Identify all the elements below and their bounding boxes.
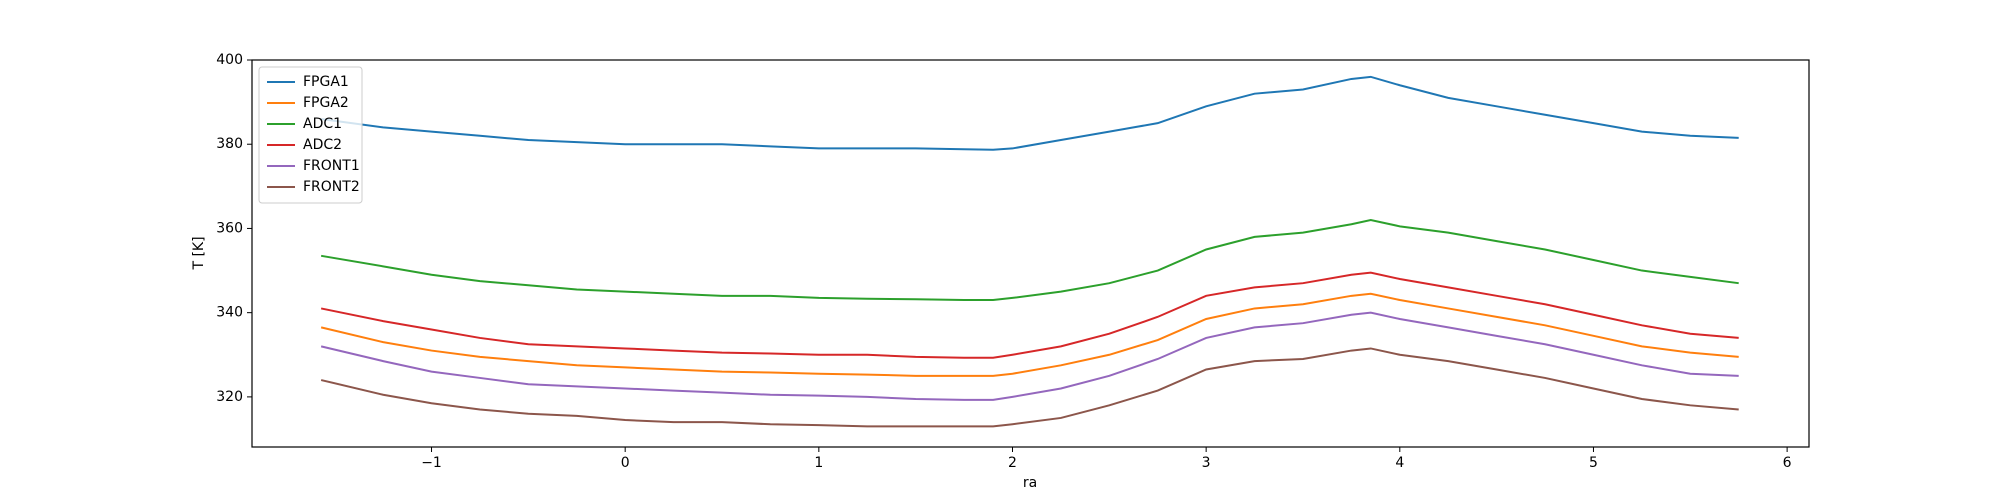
legend-label: ADC1 [303, 116, 342, 132]
legend-label: FRONT2 [303, 179, 360, 195]
y-tick-label: 400 [216, 52, 243, 68]
data-line [321, 75, 1739, 151]
data-line [320, 271, 1739, 359]
y-tick-label: 340 [216, 305, 243, 321]
x-tick-label: −1 [421, 455, 442, 471]
plot-frame [251, 59, 1810, 448]
data-line [320, 311, 1739, 401]
y-tick-label: 320 [216, 389, 243, 405]
data-line [320, 347, 1739, 428]
legend-label: FPGA2 [303, 95, 349, 111]
x-tick-label: 6 [1783, 455, 1792, 471]
legend-label: FPGA1 [303, 74, 349, 90]
x-tick-label: 5 [1589, 455, 1598, 471]
x-tick-label: 4 [1395, 455, 1404, 471]
legend-box [258, 66, 363, 204]
legend-label: ADC2 [303, 137, 342, 153]
y-tick-label: 380 [216, 136, 243, 152]
y-tick-label: 360 [216, 220, 243, 236]
x-tick-label: 1 [814, 455, 823, 471]
data-line [320, 292, 1739, 377]
legend-label: FRONT1 [303, 158, 360, 174]
x-tick-label: 2 [1008, 455, 1017, 471]
y-axis-label: T [K] [191, 236, 207, 270]
x-axis-label: ra [1023, 475, 1037, 491]
data-line [320, 218, 1739, 302]
x-tick-label: 0 [621, 455, 630, 471]
x-tick-label: 3 [1202, 455, 1211, 471]
